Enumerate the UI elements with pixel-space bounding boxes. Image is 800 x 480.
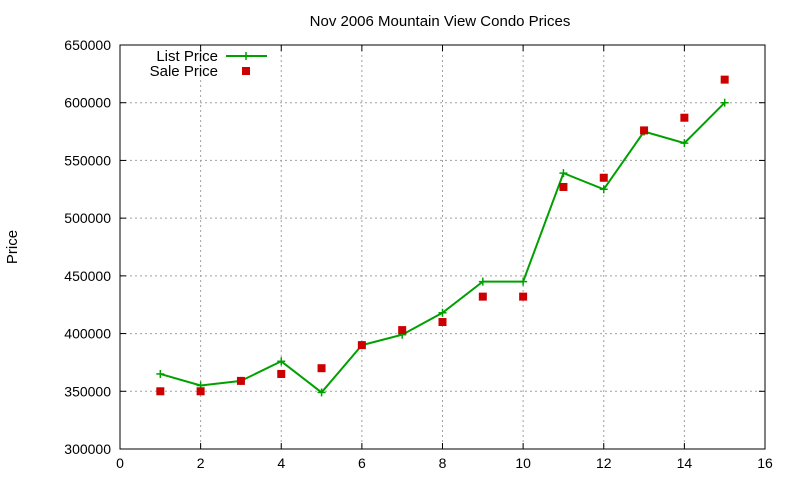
sale-price-point <box>559 182 568 191</box>
sale-price-point <box>599 173 608 182</box>
x-tick-label: 6 <box>358 455 366 471</box>
sale-price-point <box>438 318 447 327</box>
list-price-point <box>277 357 286 366</box>
sale-price-point <box>317 364 326 373</box>
x-tick-label: 2 <box>197 455 205 471</box>
list-price-point <box>317 388 326 397</box>
list-price-point <box>599 185 608 194</box>
x-tick-label: 12 <box>596 455 612 471</box>
list-price-point <box>519 277 528 286</box>
y-tick-label: 500000 <box>64 210 111 226</box>
series-sale-price <box>156 75 729 396</box>
y-tick-label: 300000 <box>64 441 111 457</box>
sale-price-point <box>720 75 729 84</box>
y-tick-label: 350000 <box>64 383 111 399</box>
y-axis-label: Price <box>4 230 21 264</box>
x-tick-label: 14 <box>677 455 693 471</box>
sale-price-point <box>680 113 689 122</box>
sale-price-point <box>640 126 649 135</box>
legend-label: Sale Price <box>150 63 218 80</box>
x-tick-label: 4 <box>277 455 285 471</box>
list-price-point <box>478 277 487 286</box>
legend-label: List Price <box>156 48 218 65</box>
list-price-point <box>720 98 729 107</box>
sale-price-point <box>236 376 245 385</box>
ticks <box>119 44 766 450</box>
chart-title: Nov 2006 Mountain View Condo Prices <box>310 13 571 30</box>
sale-price-point <box>277 369 286 378</box>
list-price-point <box>680 139 689 148</box>
grid <box>120 45 765 449</box>
sale-price-point <box>478 292 487 301</box>
tick-labels: 0 2 4 6 8 10 12 14 16 300000 350000 400000 450000 500… <box>64 37 773 471</box>
y-tick-label: 550000 <box>64 152 111 168</box>
series-layer <box>156 75 729 397</box>
sale-price-point <box>196 387 205 396</box>
x-tick-label: 8 <box>439 455 447 471</box>
y-tick-label: 600000 <box>64 95 111 111</box>
sale-price-point <box>519 292 528 301</box>
list-price-point <box>559 169 568 178</box>
legend-swatch-marker <box>242 52 250 60</box>
x-tick-label: 10 <box>515 455 531 471</box>
sale-price-point <box>156 387 165 396</box>
list-price-point <box>438 308 447 317</box>
sale-price-point <box>398 326 407 335</box>
y-tick-label: 400000 <box>64 326 111 342</box>
y-tick-label: 650000 <box>64 37 111 53</box>
y-tick-label: 450000 <box>64 268 111 284</box>
sale-price-point <box>357 341 366 350</box>
x-tick-label: 0 <box>116 455 124 471</box>
x-tick-label: 16 <box>757 455 773 471</box>
legend-swatch-marker <box>242 67 250 75</box>
list-price-point <box>156 369 165 378</box>
